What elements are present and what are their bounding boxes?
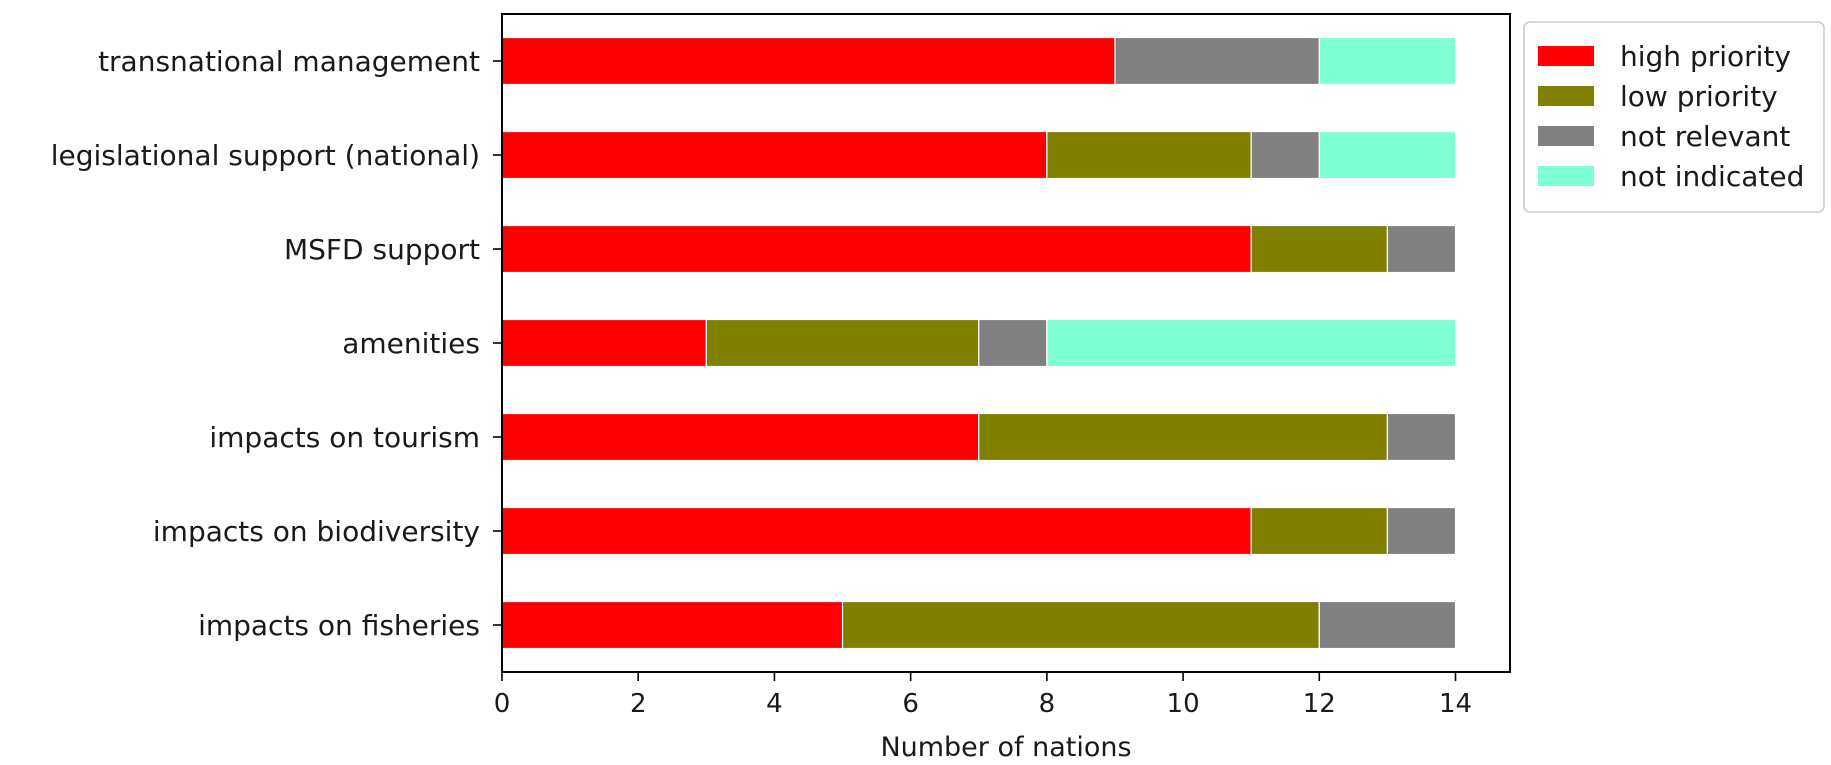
bar-segment-not-indicated (1318, 130, 1457, 180)
legend-swatch (1538, 86, 1594, 106)
bar-segment-not-relevant (1114, 36, 1320, 86)
bar-segment-high-priority (501, 600, 844, 650)
legend-label: not relevant (1620, 120, 1790, 153)
bar-segment-high-priority (501, 224, 1252, 274)
x-tick-label: 6 (902, 689, 919, 719)
bar-segment-high-priority (501, 412, 980, 462)
y-axis: transnational management legislational su… (51, 45, 502, 642)
x-tick-label: 8 (1039, 689, 1056, 719)
bar-segment-not-indicated (1046, 318, 1457, 368)
y-tick-label: impacts on biodiversity (153, 515, 480, 548)
x-tick-label: 4 (766, 689, 783, 719)
x-tick-label: 0 (494, 689, 511, 719)
y-tick-label: impacts on fisheries (198, 609, 480, 642)
bar-segment-not-relevant (1250, 130, 1320, 180)
bar-segment-not-indicated (1318, 36, 1457, 86)
y-tick-label: MSFD support (284, 233, 480, 266)
bar-segment-high-priority (501, 36, 1116, 86)
y-tick-label: amenities (342, 327, 480, 360)
bar-segment-not-relevant (1386, 506, 1457, 556)
legend-frame (1523, 21, 1825, 213)
bar-segment-low-priority (1250, 224, 1389, 274)
x-axis-title: Number of nations (880, 732, 1131, 763)
bar-segment-not-relevant (978, 318, 1048, 368)
legend-swatch (1538, 166, 1594, 186)
y-tick-label: impacts on tourism (209, 421, 480, 454)
bar-segment-high-priority (501, 130, 1048, 180)
x-tick-label: 12 (1303, 689, 1336, 719)
bar-segment-not-relevant (1386, 412, 1457, 462)
x-tick-label: 2 (630, 689, 647, 719)
y-tick-label: transnational management (98, 45, 480, 78)
legend-swatch (1538, 126, 1594, 146)
legend: high priority low priority not relevant not… (1523, 21, 1825, 213)
legend-swatch (1538, 46, 1594, 66)
legend-label: high priority (1620, 40, 1791, 73)
bar-segment-low-priority (705, 318, 980, 368)
bar-segment-low-priority (978, 412, 1389, 462)
bars-group (501, 36, 1457, 650)
legend-label: not indicated (1620, 160, 1804, 193)
bar-segment-high-priority (501, 318, 707, 368)
x-axis: 0 2 4 6 8 10 12 14 (494, 672, 1472, 719)
y-tick-label: legislational support (national) (51, 139, 480, 172)
x-tick-label: 14 (1439, 689, 1472, 719)
bar-segment-not-relevant (1386, 224, 1457, 274)
legend-label: low priority (1620, 80, 1778, 113)
bar-segment-low-priority (841, 600, 1320, 650)
bar-segment-high-priority (501, 506, 1252, 556)
bar-segment-low-priority (1250, 506, 1389, 556)
bar-segment-low-priority (1046, 130, 1252, 180)
x-tick-label: 10 (1167, 689, 1200, 719)
bar-segment-not-relevant (1318, 600, 1457, 650)
